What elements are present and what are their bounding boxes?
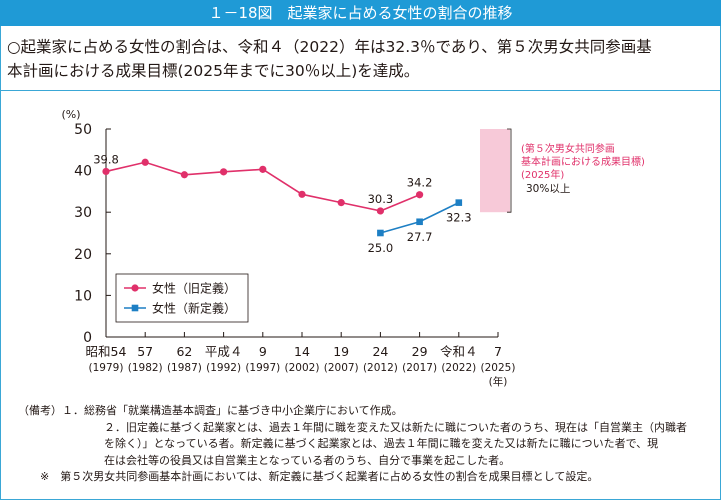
- x-tick-year-label: (2007): [324, 362, 359, 374]
- x-tick-year-label: (1982): [128, 362, 163, 374]
- y-unit-label: (%): [61, 108, 80, 121]
- target-note-line: (2025年): [521, 168, 564, 181]
- legend-swatch-marker: [131, 284, 139, 292]
- x-tick-label: 昭和54: [86, 344, 127, 359]
- x-tick-year-label: (1987): [167, 362, 202, 374]
- legend-entry: 女性（新定義）: [152, 301, 236, 316]
- y-tick-label: 50: [74, 122, 92, 138]
- data-point: [337, 199, 345, 207]
- x-tick-label: 24: [372, 344, 388, 359]
- legend-entry: 女性（旧定義）: [152, 281, 236, 296]
- summary-line-2: 本計画における成果目標(2025年までに30％以上)を達成。: [7, 62, 420, 80]
- data-label: 30.3: [368, 192, 394, 206]
- x-tick-year-label: (2022): [441, 362, 476, 374]
- note-line: 在は会社等の役員又は自営業主となっている者のうち、自分で事業を起こした者。: [104, 453, 511, 467]
- notes: （備考）１．総務省「就業構造基本調査」に基づき中小企業庁において作成。 ２．旧定義…: [18, 403, 718, 486]
- x-tick-year-label: (2017): [402, 362, 437, 374]
- data-point: [298, 190, 306, 198]
- y-tick-label: 40: [74, 164, 92, 180]
- data-point: [376, 207, 384, 215]
- data-point: [377, 229, 384, 237]
- x-tick-label: 7: [494, 344, 502, 359]
- x-unit-label: (年): [489, 375, 508, 388]
- data-point: [455, 199, 463, 206]
- target-note-line: 基本計画における成果目標): [521, 155, 645, 168]
- data-point: [180, 171, 188, 179]
- x-tick-label: 57: [137, 344, 153, 359]
- x-tick-year-label: (1997): [245, 362, 280, 374]
- x-tick-label: 62: [176, 344, 192, 359]
- x-tick-year-label: (2012): [363, 362, 398, 374]
- target-value-label: 30%以上: [526, 183, 570, 195]
- data-point: [259, 165, 267, 173]
- x-tick-label: 令和４: [440, 344, 478, 359]
- x-tick-year-label: (1979): [89, 362, 124, 374]
- x-tick-label: 19: [333, 344, 349, 359]
- summary-text: ○起業家に占める女性の割合は、令和４（2022）年は32.3％であり、第５次男女…: [7, 35, 715, 83]
- note-line: を除く）」となっている者。新定義に基づく起業家とは、過去１年間に職を変えた又は新…: [104, 437, 659, 450]
- x-tick-label: 29: [412, 344, 428, 359]
- note-line: （備考）１．総務省「就業構造基本調査」に基づき中小企業庁において作成。: [18, 404, 403, 417]
- x-tick-year-label: (2002): [285, 362, 320, 374]
- data-point: [102, 167, 110, 176]
- target-bracket: [507, 128, 512, 213]
- data-point: [141, 158, 149, 166]
- note-line: ※ 第５次男女共同参画基本計画においては、新定義に基づく起業者に占める女性の割合…: [40, 470, 599, 483]
- x-tick-label: 14: [294, 344, 310, 359]
- figure-title: １－18図 起業家に占める女性の割合の推移: [0, 0, 721, 26]
- x-tick-year-label: (1992): [206, 362, 241, 374]
- x-tick-year-label: (2025): [481, 362, 516, 374]
- summary-box: [0, 26, 721, 91]
- x-tick-label: 平成４: [205, 344, 243, 359]
- legend-swatch-marker: [131, 304, 139, 312]
- data-point: [416, 218, 423, 226]
- y-tick-label: 20: [74, 247, 92, 263]
- y-tick-label: 30: [74, 205, 92, 221]
- note-line: ２．旧定義に基づく起業家とは、過去１年間に職を変えた又は新たに職についた者のうち…: [104, 420, 687, 434]
- x-tick-label: 9: [259, 344, 267, 359]
- data-label: 34.2: [407, 176, 433, 190]
- y-tick-label: 10: [74, 288, 92, 304]
- data-label: 25.0: [368, 241, 394, 255]
- data-label: 39.8: [93, 152, 119, 166]
- data-point: [416, 191, 424, 199]
- summary-line-1: ○起業家に占める女性の割合は、令和４（2022）年は32.3％であり、第５次男女…: [7, 38, 652, 56]
- data-label: 32.3: [446, 211, 472, 225]
- data-point: [220, 168, 228, 176]
- data-label: 27.7: [407, 230, 433, 244]
- legend-box: [115, 273, 249, 323]
- target-note-line: (第５次男女共同参画: [521, 142, 615, 155]
- target-band: [480, 129, 510, 213]
- y-tick-label: 0: [83, 330, 92, 346]
